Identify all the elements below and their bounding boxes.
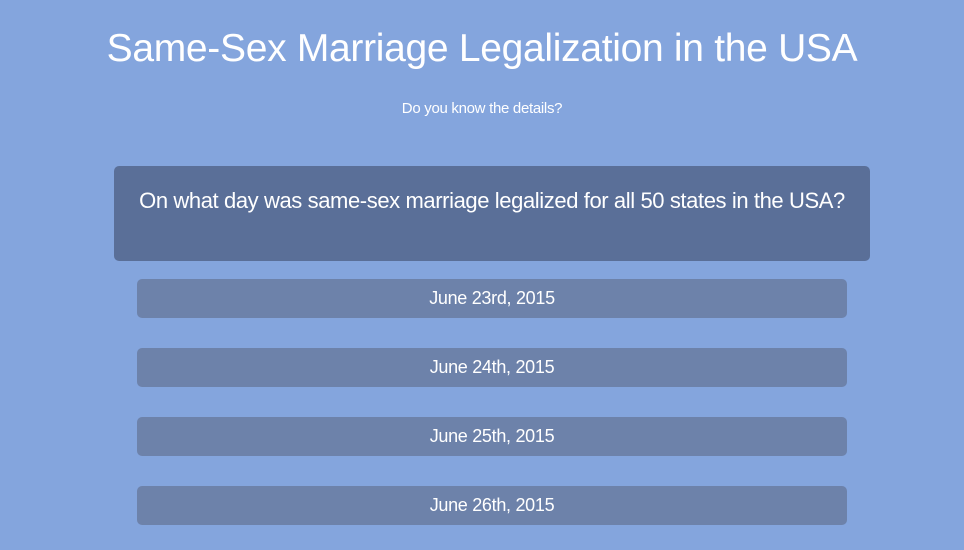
answer-button-3[interactable]: June 25th, 2015: [137, 417, 847, 456]
answer-button-2[interactable]: June 24th, 2015: [137, 348, 847, 387]
question-box: On what day was same-sex marriage legali…: [114, 166, 870, 261]
answer-button-1[interactable]: June 23rd, 2015: [137, 279, 847, 318]
page-subtitle: Do you know the details?: [401, 100, 563, 117]
answer-button-4[interactable]: June 26th, 2015: [137, 486, 847, 525]
page-title: Same-Sex Marriage Legalization in the US…: [106, 27, 858, 70]
question-text: On what day was same-sex marriage legali…: [139, 188, 845, 213]
